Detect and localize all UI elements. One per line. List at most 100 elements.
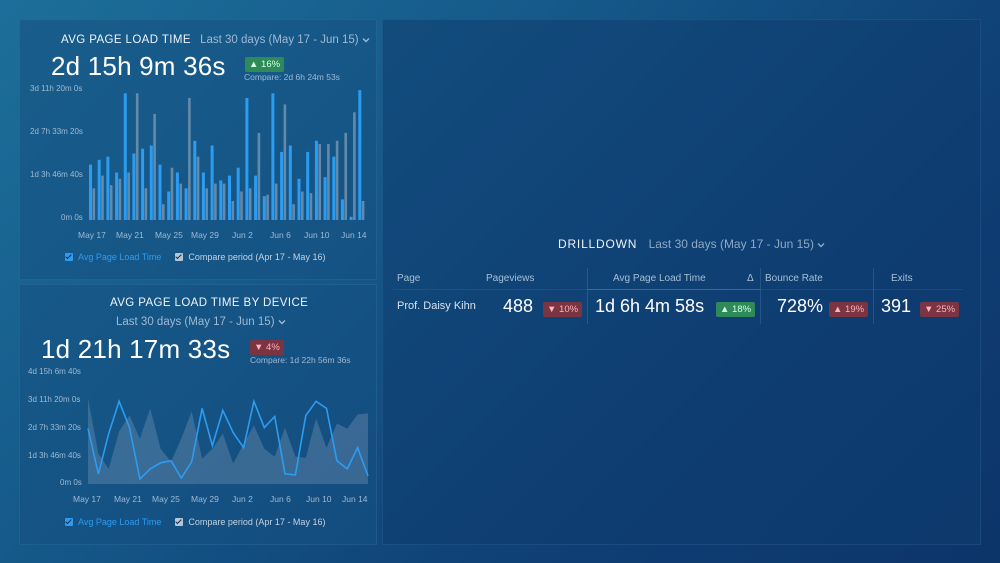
row-exits-change-text: ▼ 25% [920, 302, 960, 317]
widget1-legend-current[interactable]: Avg Page Load Time [65, 252, 161, 262]
compare-bar[interactable] [231, 201, 235, 220]
current-bar[interactable] [167, 191, 171, 221]
current-bar[interactable] [306, 151, 310, 220]
column-header-pageviews[interactable]: Pageviews [486, 273, 535, 284]
compare-bar[interactable] [196, 156, 200, 220]
widget1-change-badge: ▲ 16% [245, 54, 285, 72]
widget1-y-tick: 3d 11h 20m 0s [30, 84, 83, 93]
widget1-date-range[interactable]: Last 30 days (May 17 - Jun 15) [200, 34, 371, 46]
current-bar[interactable] [228, 175, 231, 220]
current-bar[interactable] [340, 199, 344, 220]
column-header-exits[interactable]: Exits [891, 273, 913, 284]
compare-bar[interactable] [92, 188, 96, 220]
compare-bar[interactable] [266, 194, 269, 220]
current-bar[interactable] [236, 167, 240, 220]
widget2-legend-compare[interactable]: Compare period (Apr 17 - May 16) [175, 517, 325, 527]
current-bar[interactable] [314, 140, 318, 220]
compare-bar[interactable] [162, 204, 165, 220]
compare-bar[interactable] [309, 193, 313, 220]
drilldown-date-range[interactable]: Last 30 days (May 17 - Jun 15) [649, 237, 826, 251]
widget2-legend-current-label: Avg Page Load Time [78, 517, 162, 527]
current-bar[interactable] [210, 145, 214, 221]
compare-bar[interactable] [344, 132, 347, 220]
current-line[interactable] [87, 398, 369, 481]
widget2-date-range-label: Last 30 days (May 17 - Jun 15) [116, 316, 275, 328]
current-bar[interactable] [297, 178, 301, 220]
current-bar[interactable] [349, 216, 353, 220]
widget2-compare: Compare: 1d 22h 56m 36s [250, 355, 351, 365]
row-avg-load-change-text: ▲ 18% [716, 302, 756, 317]
checkbox-icon [65, 253, 73, 261]
column-header-avg-load[interactable]: Avg Page Load Time [613, 273, 706, 284]
widget1-date-range-label: Last 30 days (May 17 - Jun 15) [200, 34, 359, 46]
compare-bar[interactable] [118, 178, 122, 220]
chevron-down-icon [278, 319, 286, 325]
current-bar[interactable] [288, 145, 292, 221]
row-avg-load: 1d 6h 4m 58s [595, 296, 705, 316]
drilldown-header: DRILLDOWN Last 30 days (May 17 - Jun 15) [558, 237, 826, 251]
column-header-bounce-rate[interactable]: Bounce Rate [765, 273, 823, 284]
compare-bar[interactable] [257, 132, 261, 220]
current-bar[interactable] [332, 156, 336, 220]
compare-bar[interactable] [222, 183, 226, 220]
compare-bar[interactable] [335, 140, 339, 220]
widget1-legend-compare[interactable]: Compare period (Apr 17 - May 16) [175, 252, 325, 262]
compare-bar[interactable] [292, 204, 295, 220]
compare-bar[interactable] [179, 183, 182, 220]
compare-bar[interactable] [135, 93, 139, 220]
compare-bar[interactable] [153, 113, 156, 220]
current-bar[interactable] [158, 164, 162, 220]
compare-bar[interactable] [274, 183, 278, 220]
row-page-name[interactable]: Prof. Daisy Kihn [397, 300, 476, 312]
current-bar[interactable] [254, 175, 258, 220]
current-bar[interactable] [132, 153, 136, 221]
current-bar[interactable] [193, 140, 197, 220]
widget1-legend-current-label: Avg Page Load Time [78, 252, 162, 262]
current-bar[interactable] [280, 151, 284, 220]
current-bar[interactable] [271, 93, 275, 220]
current-bar[interactable] [323, 177, 327, 220]
widget2-legend-current[interactable]: Avg Page Load Time [65, 517, 161, 527]
current-bar[interactable] [358, 90, 362, 220]
current-bar[interactable] [184, 188, 188, 220]
compare-bar[interactable] [127, 172, 130, 221]
compare-bar[interactable] [248, 188, 252, 220]
current-bar[interactable] [89, 164, 92, 220]
compare-bar[interactable] [318, 144, 321, 220]
widget1-y-tick: 0m 0s [61, 213, 83, 222]
compare-bar[interactable] [361, 201, 365, 220]
current-bar[interactable] [201, 172, 205, 221]
checkbox-icon [175, 253, 184, 261]
column-header-delta[interactable]: Δ [747, 273, 754, 284]
compare-bar[interactable] [109, 185, 113, 220]
row-pageviews-change: ▼ 10% [543, 299, 583, 317]
current-bar[interactable] [149, 145, 153, 221]
compare-area [88, 398, 368, 484]
compare-bar[interactable] [283, 104, 287, 220]
current-bar[interactable] [115, 172, 119, 221]
column-header-page[interactable]: Page [397, 273, 421, 284]
compare-bar[interactable] [170, 167, 174, 220]
compare-bar[interactable] [327, 144, 330, 220]
compare-bar[interactable] [301, 191, 304, 221]
current-bar[interactable] [97, 159, 101, 220]
current-bar[interactable] [141, 148, 145, 220]
current-bar[interactable] [106, 156, 110, 220]
compare-bar[interactable] [205, 188, 208, 220]
compare-bar[interactable] [144, 188, 148, 220]
widget1-x-tick: May 17 [78, 230, 106, 240]
compare-bar[interactable] [101, 175, 104, 220]
current-bar[interactable] [175, 172, 179, 221]
current-bar[interactable] [245, 98, 249, 220]
drilldown-title: DRILLDOWN [558, 237, 638, 251]
current-bar[interactable] [262, 196, 266, 220]
widget1-y-tick: 1d 3h 46m 40s [30, 170, 83, 179]
widget2-value: 1d 21h 17m 33s [41, 334, 231, 364]
compare-bar[interactable] [188, 98, 191, 220]
widget2-date-range[interactable]: Last 30 days (May 17 - Jun 15) [116, 316, 287, 328]
compare-bar[interactable] [240, 191, 243, 221]
current-bar[interactable] [123, 93, 127, 220]
current-bar[interactable] [219, 180, 223, 220]
compare-bar[interactable] [214, 183, 217, 220]
compare-bar[interactable] [353, 112, 356, 220]
